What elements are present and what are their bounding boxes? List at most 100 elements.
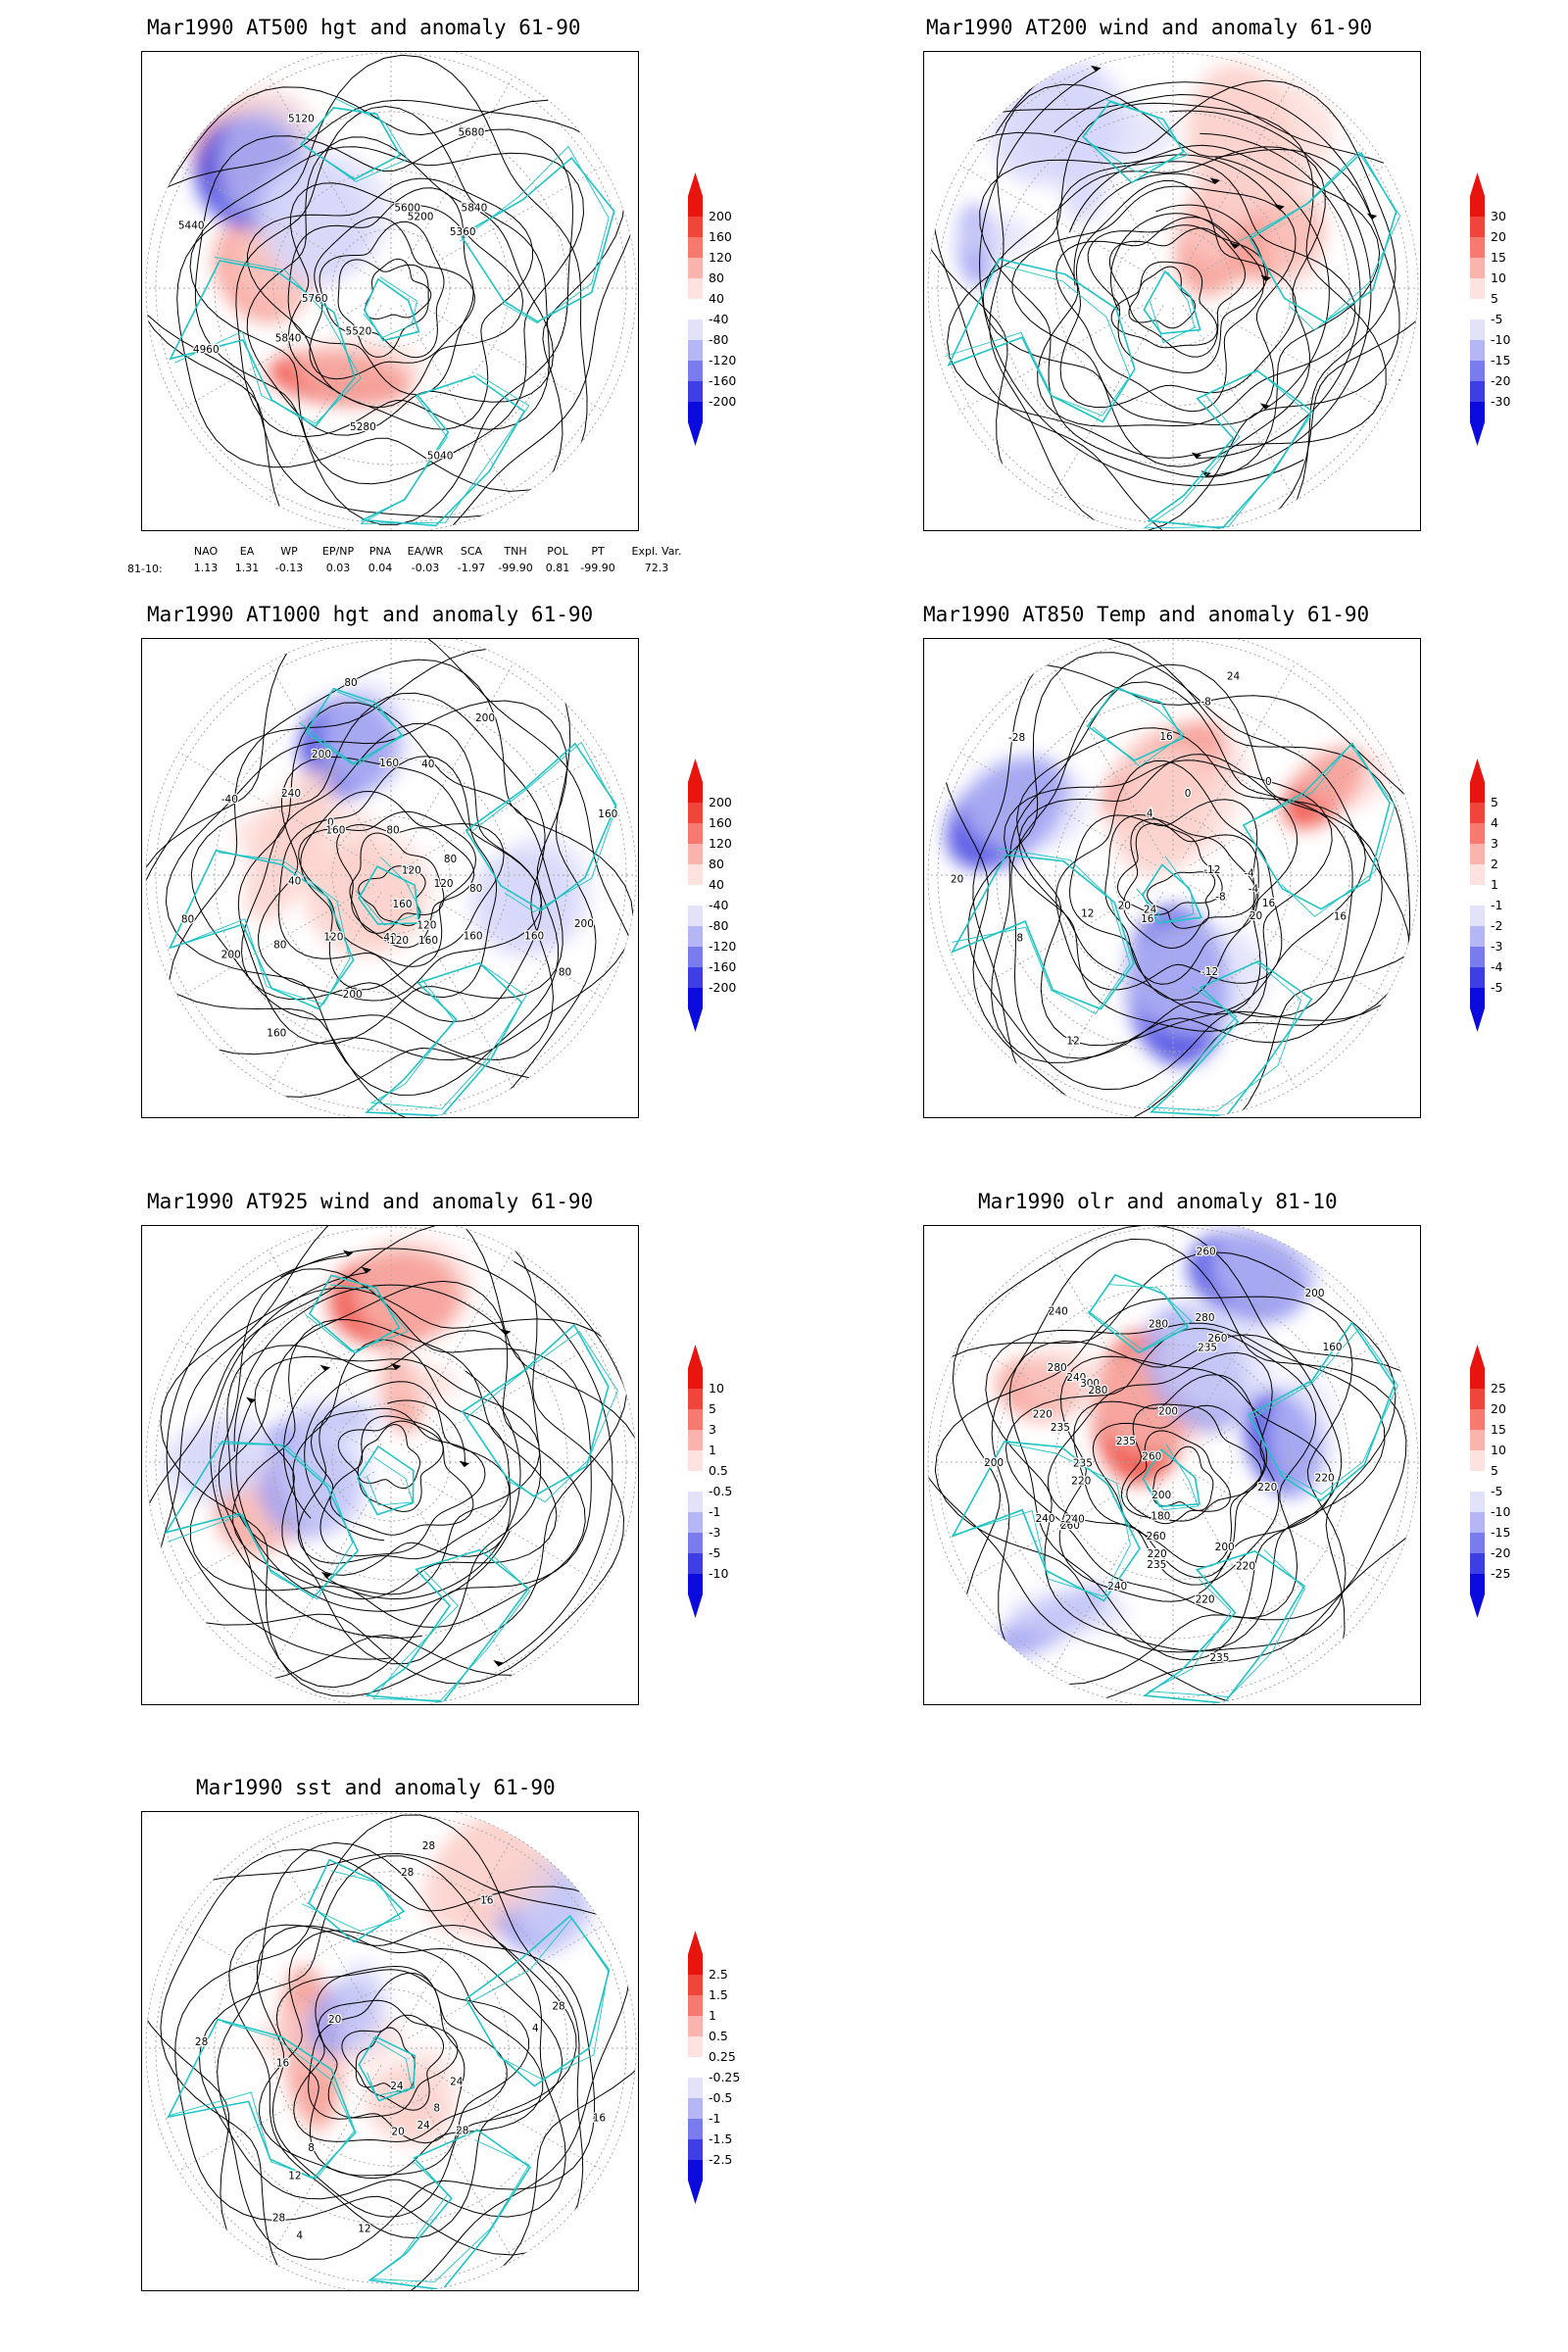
colorbar-tick-label: -10 bbox=[709, 1566, 728, 1581]
coastline-detail bbox=[1149, 271, 1196, 344]
coastline bbox=[1082, 100, 1185, 184]
coastline-detail bbox=[1244, 744, 1396, 917]
contour-label: 0 bbox=[1185, 788, 1192, 800]
contour-line bbox=[189, 1280, 586, 1629]
polar-stereographic-map: 80 80 120 160 160 160 40 40 40 80 120 160 200 0 -40 80 8… bbox=[145, 639, 637, 1117]
streamline-arrow bbox=[1366, 213, 1378, 220]
contour-line bbox=[1087, 224, 1268, 373]
index-name: SCA bbox=[460, 545, 483, 558]
contour-line bbox=[985, 1322, 1386, 1652]
contour-line bbox=[1008, 1334, 1343, 1661]
colorbar-tick-label: -160 bbox=[709, 373, 736, 388]
colorbar-tick-label: 0.5 bbox=[709, 1463, 728, 1478]
contour-line bbox=[1069, 799, 1258, 1001]
coastline-detail bbox=[369, 963, 527, 1109]
coastlines bbox=[169, 98, 615, 527]
coastline-detail bbox=[168, 2021, 355, 2180]
contour-line bbox=[226, 1330, 542, 1665]
contour-line bbox=[1055, 217, 1265, 413]
contour-label: 200 bbox=[984, 1457, 1004, 1469]
colorbar-tick-label: -1 bbox=[1491, 898, 1502, 912]
streamline-arrow bbox=[1229, 242, 1241, 249]
contour-line bbox=[938, 662, 1418, 1117]
index-name: PNA bbox=[368, 545, 392, 558]
contour-label: 5440 bbox=[178, 220, 205, 232]
colorbar-tick-label: 30 bbox=[1491, 209, 1506, 223]
contour-line bbox=[228, 1924, 577, 2239]
colorbar-segment bbox=[1470, 1430, 1485, 1450]
contour-line bbox=[254, 1355, 541, 1595]
map-boundary bbox=[927, 52, 1419, 530]
colorbar-max-arrow bbox=[688, 759, 703, 782]
colorbar-tick-label: 120 bbox=[709, 250, 732, 265]
colorbar-tick-label: -5 bbox=[709, 1545, 720, 1560]
index-value: -99.90 bbox=[498, 562, 533, 574]
contour-label: 200 bbox=[1304, 1288, 1324, 1299]
contour-label: -8 bbox=[1200, 697, 1210, 709]
contour-line bbox=[1128, 266, 1197, 329]
contour-label: 240 bbox=[1049, 1306, 1068, 1318]
contour-line bbox=[337, 1420, 444, 1512]
contour-label: 20 bbox=[328, 2014, 341, 2026]
colorbar-segment bbox=[688, 2160, 703, 2180]
contour-line bbox=[1092, 1404, 1266, 1568]
colorbar-segment bbox=[688, 2016, 703, 2036]
coastlines bbox=[167, 1858, 611, 2290]
coastline bbox=[1086, 687, 1185, 761]
contour-label: 16 bbox=[276, 2058, 290, 2070]
colorbar-tick-label: 2 bbox=[1491, 857, 1498, 871]
contour-label: 5680 bbox=[459, 126, 485, 138]
index-value: -0.03 bbox=[411, 562, 440, 574]
colorbar-segment bbox=[688, 1574, 703, 1594]
contour-label: 80 bbox=[559, 967, 571, 979]
contour-label: -8 bbox=[1215, 891, 1225, 903]
panel-title: Mar1990 AT850 Temp and anomaly 61-90 bbox=[923, 603, 1370, 626]
index-name: Expl. Var. bbox=[631, 545, 682, 558]
contour-label: 220 bbox=[1071, 1475, 1091, 1487]
colorbar-tick-label: 0.5 bbox=[709, 2029, 728, 2043]
contour-line bbox=[979, 144, 1381, 478]
panel-title: Mar1990 AT925 wind and anomaly 61-90 bbox=[147, 1190, 594, 1213]
colorbar-segment bbox=[688, 361, 703, 381]
colorbar-tick-label: -2 bbox=[1491, 918, 1502, 933]
contour-line bbox=[989, 83, 1400, 530]
contour-label: 160 bbox=[524, 930, 544, 942]
colorbar-segment bbox=[688, 1533, 703, 1553]
contour-line bbox=[928, 93, 1418, 530]
colorbar-segment bbox=[1470, 217, 1485, 237]
contour-label: 8 bbox=[433, 2102, 440, 2114]
colorbar-tick-label: 5 bbox=[1491, 291, 1498, 306]
contour-label: 120 bbox=[434, 878, 454, 890]
contour-line bbox=[1047, 1351, 1280, 1586]
colorbar-segment bbox=[688, 906, 703, 926]
coastline-detail bbox=[1085, 98, 1189, 172]
teleconnection-row-label: 81-10: bbox=[127, 563, 163, 575]
contour-line bbox=[357, 1424, 420, 1490]
contour-label: 260 bbox=[1147, 1531, 1166, 1543]
colorbar-tick-label: -10 bbox=[1491, 1504, 1510, 1519]
index-value: -1.97 bbox=[457, 562, 486, 574]
index-name: POL bbox=[547, 545, 568, 558]
colorbar-tick-label: 1 bbox=[709, 2008, 716, 2023]
coastline-detail bbox=[305, 98, 409, 182]
colorbar-segment bbox=[1470, 1450, 1485, 1471]
colorbar-tick-label: 40 bbox=[709, 877, 724, 892]
coastlines bbox=[951, 1274, 1398, 1704]
contour-label: 200 bbox=[343, 989, 363, 1001]
panel-title: Mar1990 AT1000 hgt and anomaly 61-90 bbox=[147, 603, 594, 626]
colorbar-max-arrow bbox=[688, 1931, 703, 1954]
colorbar-segment bbox=[1470, 823, 1485, 844]
coastline-detail bbox=[1143, 375, 1312, 529]
teleconnection-index: TNH -99.90 bbox=[486, 545, 545, 574]
contour-line bbox=[934, 1296, 1353, 1653]
contour-line bbox=[1073, 1374, 1268, 1579]
index-value: -0.13 bbox=[274, 562, 304, 574]
coastline bbox=[300, 107, 402, 180]
contour-label: -40 bbox=[221, 794, 238, 806]
contour-label: -4 bbox=[1244, 867, 1254, 879]
colorbar-tick-label: 20 bbox=[1491, 1401, 1506, 1416]
coastline bbox=[465, 1914, 611, 2087]
contour-line bbox=[1010, 681, 1353, 1059]
colorbar-min-arrow bbox=[688, 1008, 703, 1032]
